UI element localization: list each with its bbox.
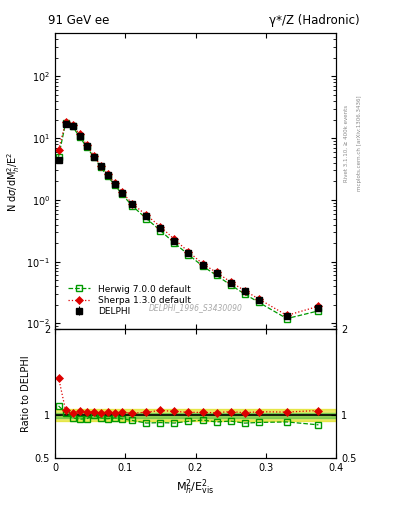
Bar (55, 413, 336, 418)
Sherpa 1.3.0 default (144, 212, 149, 218)
Bar (55, 409, 336, 421)
Herwig 7.0.0 default (63, 120, 68, 126)
Text: mcplots.cern.ch [arXiv:1306.3436]: mcplots.cern.ch [arXiv:1306.3436] (357, 96, 362, 191)
Herwig 7.0.0 default (70, 123, 75, 130)
Sherpa 1.3.0 default (63, 119, 68, 125)
Sherpa 1.3.0 default (112, 180, 117, 186)
Sherpa 1.3.0 default (77, 132, 82, 138)
Line: Herwig 7.0.0 default: Herwig 7.0.0 default (55, 120, 322, 322)
Sherpa 1.3.0 default (256, 296, 261, 302)
Text: 91 GeV ee: 91 GeV ee (48, 14, 109, 27)
Herwig 7.0.0 default (214, 272, 219, 279)
Herwig 7.0.0 default (130, 203, 135, 209)
Y-axis label: Ratio to DELPHI: Ratio to DELPHI (20, 355, 31, 432)
Herwig 7.0.0 default (200, 263, 205, 269)
Sherpa 1.3.0 default (186, 249, 191, 255)
Sherpa 1.3.0 default (200, 261, 205, 267)
Herwig 7.0.0 default (172, 240, 177, 246)
Sherpa 1.3.0 default (285, 312, 289, 318)
Sherpa 1.3.0 default (56, 146, 61, 153)
Herwig 7.0.0 default (285, 315, 289, 322)
Sherpa 1.3.0 default (214, 269, 219, 275)
Herwig 7.0.0 default (84, 144, 89, 150)
Herwig 7.0.0 default (158, 227, 163, 233)
Sherpa 1.3.0 default (119, 189, 124, 195)
Sherpa 1.3.0 default (84, 142, 89, 148)
Sherpa 1.3.0 default (98, 162, 103, 168)
Herwig 7.0.0 default (144, 216, 149, 222)
Herwig 7.0.0 default (105, 174, 110, 180)
Herwig 7.0.0 default (186, 251, 191, 258)
Legend: Herwig 7.0.0 default, Sherpa 1.3.0 default, DELPHI: Herwig 7.0.0 default, Sherpa 1.3.0 defau… (65, 282, 193, 319)
Sherpa 1.3.0 default (158, 224, 163, 230)
Herwig 7.0.0 default (316, 308, 321, 314)
Sherpa 1.3.0 default (242, 288, 247, 294)
Sherpa 1.3.0 default (316, 303, 321, 309)
Herwig 7.0.0 default (56, 154, 61, 160)
Text: Rivet 3.1.10, ≥ 400k events: Rivet 3.1.10, ≥ 400k events (344, 105, 349, 182)
Text: DELPHI_1996_S3430090: DELPHI_1996_S3430090 (149, 303, 242, 312)
Herwig 7.0.0 default (242, 291, 247, 297)
Herwig 7.0.0 default (119, 191, 124, 197)
Herwig 7.0.0 default (112, 182, 117, 188)
Herwig 7.0.0 default (77, 134, 82, 140)
Sherpa 1.3.0 default (172, 237, 177, 243)
Y-axis label: N d$\sigma$/dM$^2_h$/E$^2$: N d$\sigma$/dM$^2_h$/E$^2$ (6, 151, 22, 211)
Sherpa 1.3.0 default (91, 153, 96, 159)
Sherpa 1.3.0 default (70, 122, 75, 128)
Herwig 7.0.0 default (91, 154, 96, 160)
Sherpa 1.3.0 default (228, 279, 233, 285)
X-axis label: M$^2_h$/E$^2_{\rm vis}$: M$^2_h$/E$^2_{\rm vis}$ (176, 477, 215, 497)
Herwig 7.0.0 default (98, 164, 103, 170)
Text: γ*/Z (Hadronic): γ*/Z (Hadronic) (269, 14, 360, 27)
Herwig 7.0.0 default (256, 299, 261, 305)
Herwig 7.0.0 default (228, 282, 233, 288)
Sherpa 1.3.0 default (130, 201, 135, 207)
Sherpa 1.3.0 default (105, 171, 110, 177)
Line: Sherpa 1.3.0 default: Sherpa 1.3.0 default (56, 120, 321, 318)
